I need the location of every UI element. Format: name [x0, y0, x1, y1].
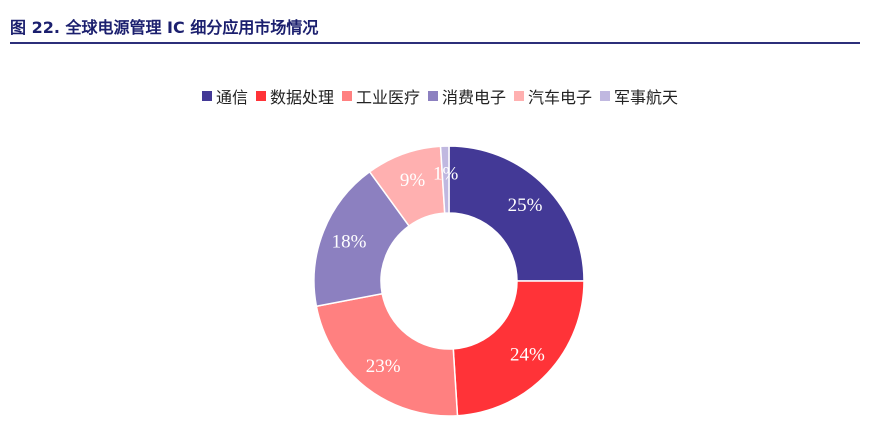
legend-label: 数据处理	[269, 88, 334, 107]
donut-slice	[452, 280, 585, 417]
legend-item: 数据处理	[255, 84, 334, 108]
legend-swatch	[428, 91, 438, 101]
legend-item: 通信	[201, 84, 248, 108]
donut-slice	[315, 292, 459, 417]
legend-label: 工业医疗	[355, 88, 420, 107]
slice-label: 25%	[508, 195, 543, 216]
legend-label: 通信	[215, 88, 248, 107]
figure-title: 图 22. 全球电源管理 IC 细分应用市场情况	[10, 18, 319, 37]
slice-label: 1%	[433, 164, 459, 185]
legend-swatch	[341, 91, 352, 101]
donut-slice	[448, 145, 585, 282]
legend-item: 军事航天	[600, 84, 678, 108]
legend-item: 工业医疗	[341, 84, 420, 108]
slice-label: 24%	[510, 345, 545, 366]
legend-swatch	[514, 91, 525, 101]
slice-label: 23%	[366, 356, 401, 377]
legend-label: 汽车电子	[528, 88, 593, 107]
legend-label: 消费电子	[442, 88, 507, 107]
legend-swatch	[255, 91, 266, 101]
legend-swatch	[600, 91, 611, 101]
legend-swatch	[201, 91, 212, 101]
slice-label: 9%	[400, 170, 426, 191]
chart-legend: 通信 数据处理 工业医疗 消费电子 汽车电子 军事航天	[0, 84, 880, 108]
title-divider	[10, 42, 860, 44]
slice-label: 18%	[332, 231, 367, 252]
legend-item: 汽车电子	[514, 84, 592, 108]
donut-slice	[439, 145, 450, 214]
legend-label: 军事航天	[614, 88, 679, 107]
legend-item: 消费电子	[428, 84, 506, 108]
